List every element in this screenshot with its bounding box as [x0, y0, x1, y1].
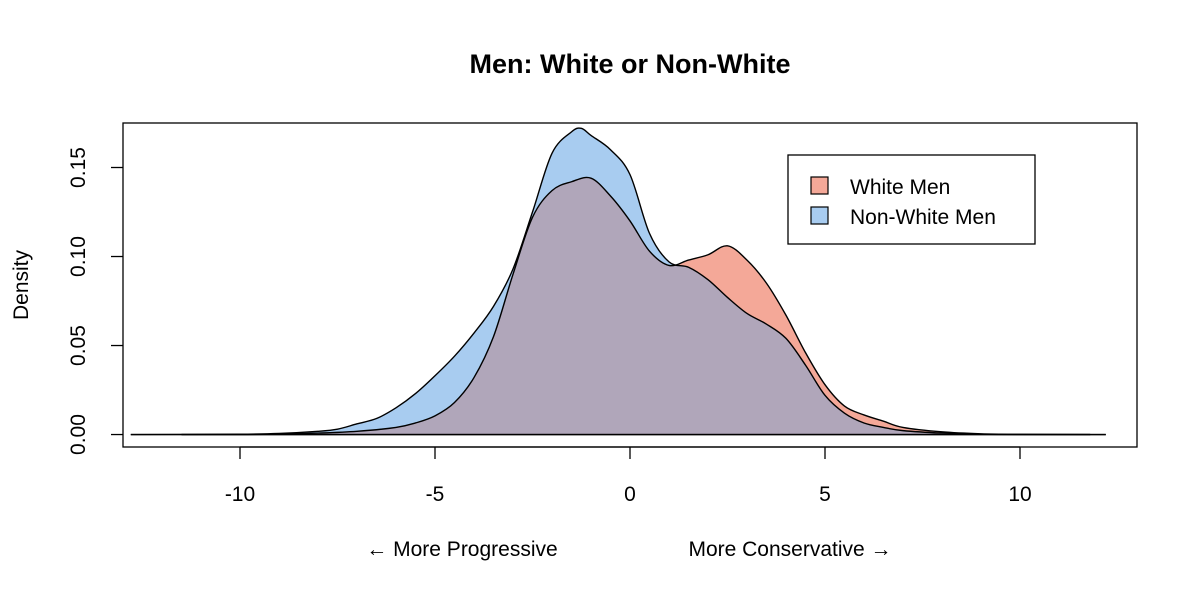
chart-title: Men: White or Non-White: [470, 49, 791, 79]
plot-area: [130, 127, 1106, 436]
y-axis-label: Density: [10, 249, 33, 320]
x-tick-label: 5: [819, 483, 831, 506]
y-tick-label: 0.00: [67, 414, 90, 455]
legend-box: [787, 154, 1036, 245]
x-axis-label-right: More Conservative →: [688, 538, 891, 561]
line-non-white-men: [130, 127, 1106, 436]
y-tick-label: 0.10: [67, 236, 90, 277]
line-white-men: [181, 176, 1091, 436]
y-tick-label: 0.15: [67, 147, 90, 188]
x-tick-label: -5: [426, 483, 445, 506]
x-tick-label: -10: [225, 483, 255, 506]
legend: White Men Non-White Men: [787, 154, 1036, 245]
x-tick-label: 0: [624, 483, 636, 506]
legend-swatch-non-white-men: [810, 206, 829, 225]
x-tick-label: 10: [1008, 483, 1031, 506]
area-overlap: [181, 177, 1091, 435]
legend-label-non-white-men: Non-White Men: [850, 206, 996, 229]
axes: -10 -5 0 5 10 0.00 0.05 0.10 0.15: [67, 122, 1138, 506]
x-axis-label-left: ← More Progressive: [366, 538, 557, 561]
legend-label-white-men: White Men: [850, 176, 950, 199]
y-tick-label: 0.05: [67, 325, 90, 366]
legend-swatch-white-men: [810, 176, 829, 195]
